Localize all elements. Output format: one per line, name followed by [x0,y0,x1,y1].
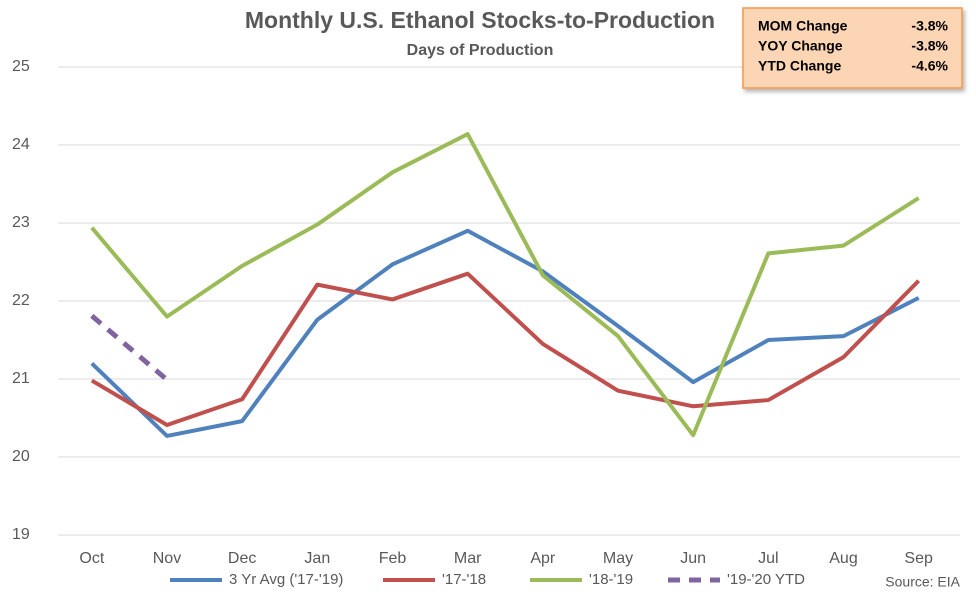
legend-label: '17-'18 [442,571,486,588]
x-tick-label: Sep [904,550,933,567]
source: Source: EIA [885,574,960,590]
series-line [90,313,169,382]
x-tick-label: Dec [228,550,256,567]
box-value: -3.8% [911,38,948,54]
x-tick-label: Feb [379,550,407,567]
x-tick-label: Jan [304,550,330,567]
x-tick-label: Mar [454,550,482,567]
x-tick-label: Nov [153,550,181,567]
y-tick-label: 25 [12,58,30,75]
x-tick-label: Jul [758,550,778,567]
box-background [742,7,963,89]
y-tick-label: 20 [12,448,30,465]
x-tick-label: Apr [530,550,556,567]
box-label: MOM Change [758,18,848,34]
x-tick-label: Aug [829,550,857,567]
annotation-box: MOM Change -3.8% YOY Change -3.8% YTD Change… [742,7,963,89]
legend-label: 3 Yr Avg ('17-'19) [229,571,343,588]
box-value: -4.6% [911,58,948,74]
y-tick-label: 24 [12,136,30,153]
legend-label: '18-'19 [589,571,633,588]
chart-title: Monthly U.S. Ethanol Stocks-to-Productio… [245,7,715,33]
y-tick-label: 19 [12,526,30,543]
y-tick-label: 22 [12,292,30,309]
box-label: YOY Change [758,38,843,54]
series-lines [90,132,921,438]
series-line [90,271,921,428]
grid: 19 20 21 22 23 24 25 Oct Nov Dec Jan Feb Mar Apr May Ju… [12,58,960,567]
legend: 3 Yr Avg ('17-'19) '17-'18 '18-'19 '19-'20 … [170,571,805,588]
x-tick-label: May [603,550,633,567]
legend-label: '19-'20 YTD [727,571,805,588]
series-line [90,228,920,438]
series-line [90,132,920,438]
x-tick-label: Jun [680,550,706,567]
box-value: -3.8% [911,18,948,34]
x-tick-label: Oct [79,550,104,567]
chart-subtitle: Days of Production [407,42,554,59]
box-label: YTD Change [758,58,841,74]
y-tick-label: 23 [12,214,30,231]
y-tick-label: 21 [12,370,30,387]
